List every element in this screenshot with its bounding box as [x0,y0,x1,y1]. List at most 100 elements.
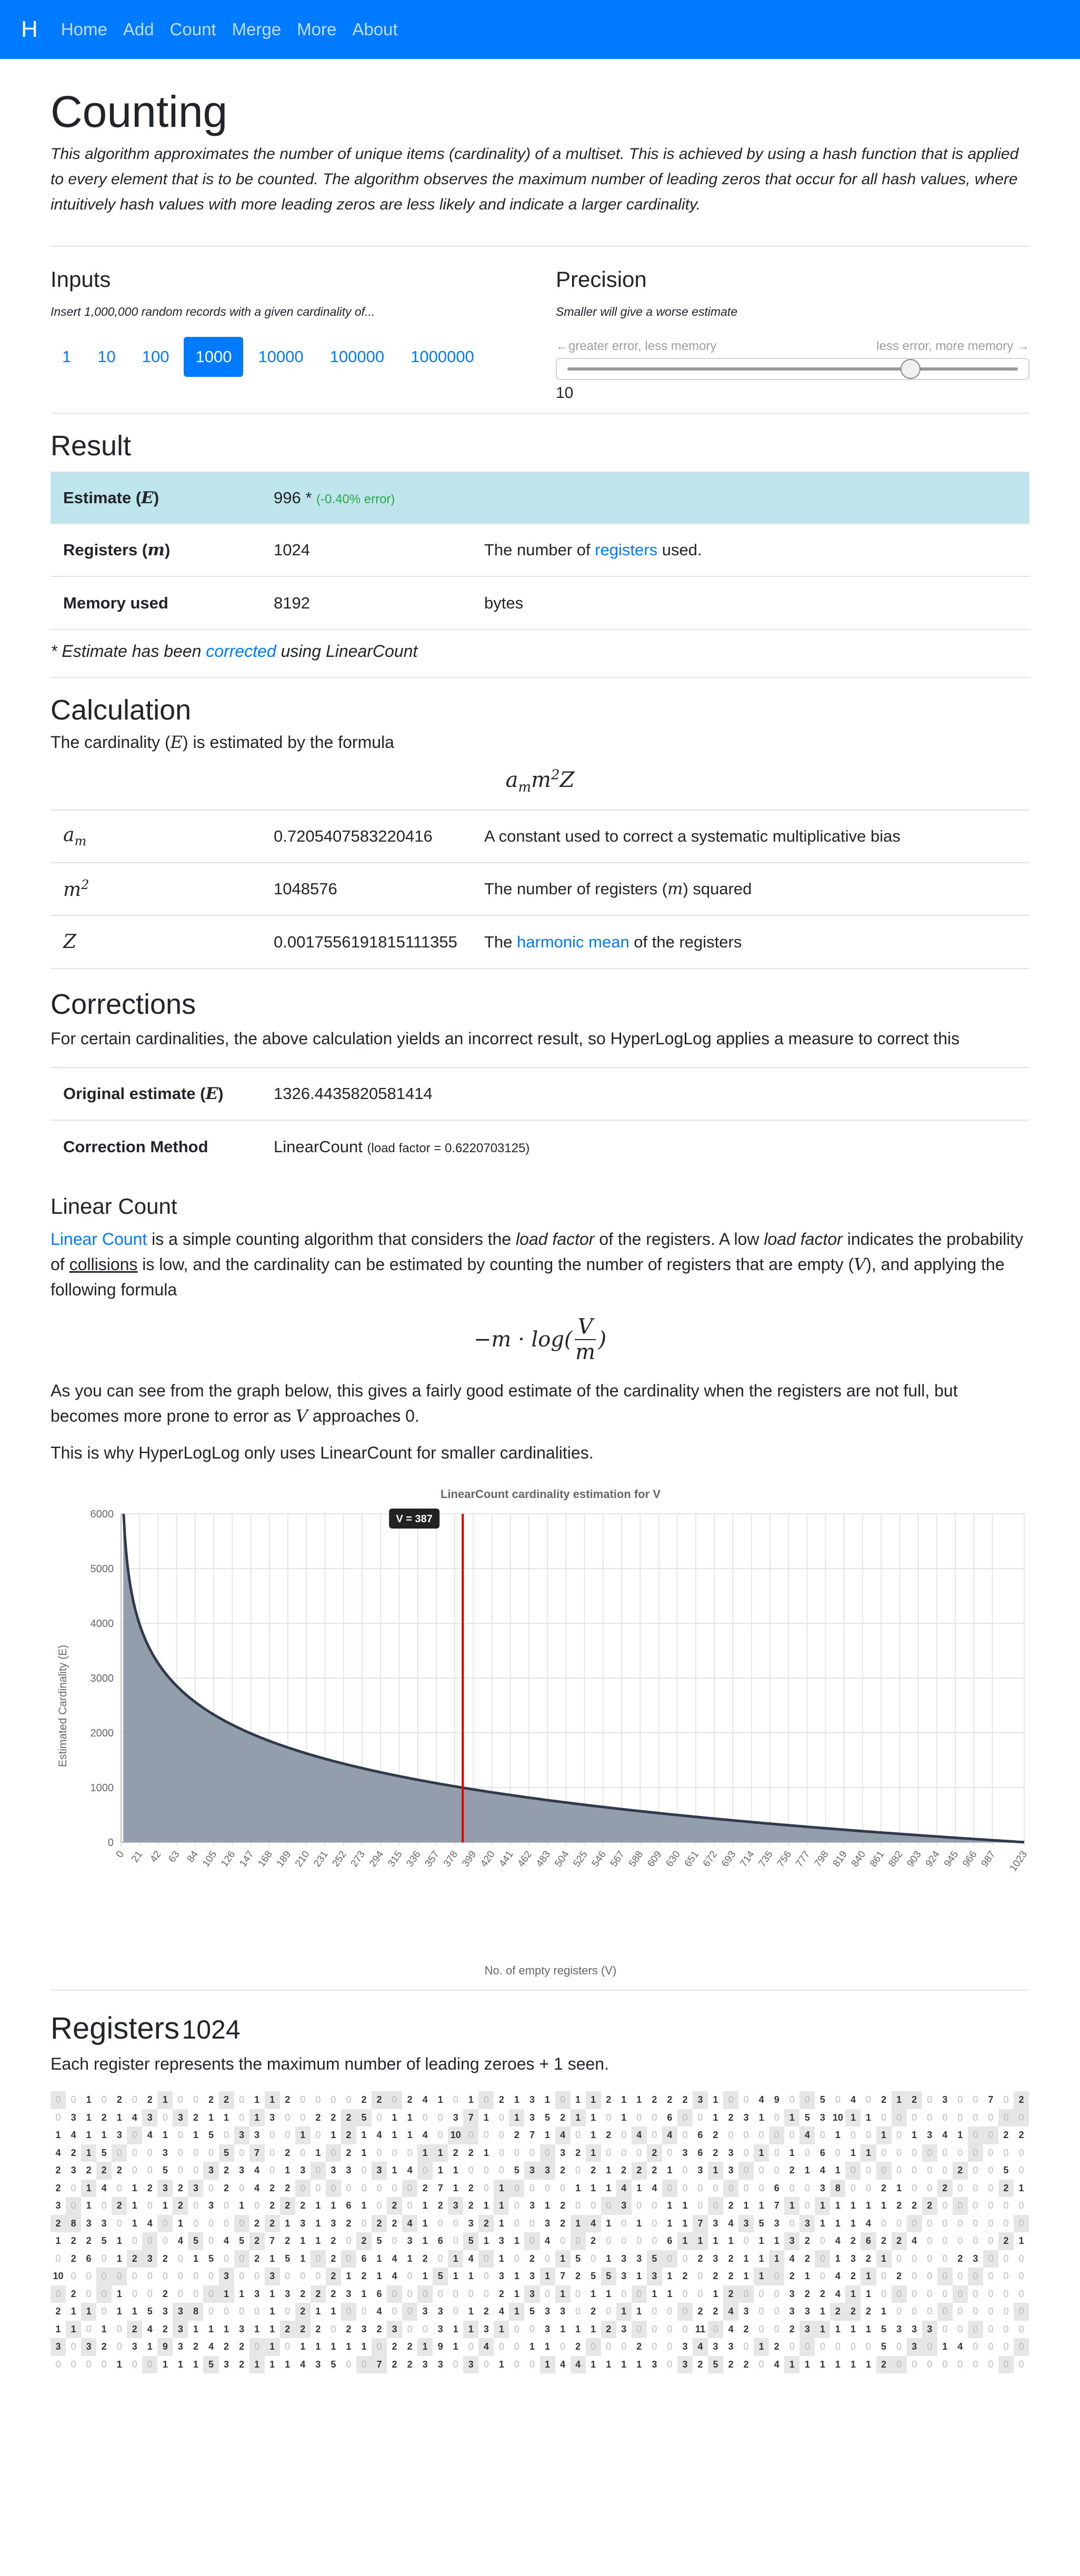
register-cell: 0 [799,2338,815,2356]
register-cell: 0 [71,2271,76,2281]
x-tick-label: 420 [478,1849,497,1869]
register-cell: 0 [988,2341,994,2352]
register-cell: 0 [116,2323,122,2334]
original-estimate-label: Original estimate (E) [51,1067,261,1120]
register-cell: 0 [239,2182,245,2193]
nav-count[interactable]: Count [169,19,216,39]
x-tick-label: 903 [905,1849,923,1869]
register-cell: 2 [162,2253,168,2264]
register-cell: 3 [208,2200,214,2211]
slider-thumb[interactable] [900,359,921,379]
register-cell: 0 [193,2218,198,2229]
register-cell: 1 [606,2359,612,2370]
register-cell: 2 [575,2341,581,2352]
register-cell: 0 [361,2165,367,2175]
linear-count-link[interactable]: Linear Count [51,1230,147,1249]
register-cell: 3 [361,2323,367,2334]
x-tick-label: 840 [849,1849,868,1869]
register-cell: 0 [570,2232,586,2250]
register-cell: 0 [341,2303,356,2321]
register-cell: 1 [116,2112,122,2123]
register-cell: 2 [331,2288,336,2299]
x-tick-label: 231 [312,1849,330,1869]
register-cell: 3 [682,2147,688,2158]
cardinality-option-1000000[interactable]: 1000000 [411,347,474,366]
register-cell: 1 [667,2288,673,2299]
register-cell: 2 [560,2200,566,2211]
register-cell: 1 [545,2130,551,2140]
register-cell: 0 [224,2306,229,2317]
register-cell: 1 [162,2359,168,2370]
register-cell: 4 [652,2182,657,2193]
register-cell: 1 [636,2182,642,2193]
x-tick-label: 756 [775,1849,794,1869]
register-cell: 0 [417,2285,433,2303]
register-cell: 1 [392,2112,397,2123]
memory-unit: bytes [472,576,1029,629]
register-cell: 2 [315,2323,321,2334]
register-cell: 2 [392,2359,397,2370]
register-cell: 2 [239,2359,245,2370]
register-cell: 2 [55,2306,61,2317]
cardinality-option-10000[interactable]: 10000 [258,347,304,366]
brand-logo[interactable]: H [21,16,38,42]
corrected-link[interactable]: corrected [206,642,276,661]
cardinality-option-1000[interactable]: 1000 [184,337,244,377]
register-cell: 1 [269,2323,275,2334]
collisions-link[interactable]: collisions [69,1255,138,1274]
register-cell: 4 [692,2338,708,2356]
register-cell: 0 [387,2285,403,2303]
cardinality-option-10[interactable]: 10 [97,347,116,366]
register-cell: 3 [692,2091,708,2109]
register-cell: 0 [697,2200,703,2211]
register-cell: 6 [361,2253,367,2264]
register-cell: 2 [71,2147,76,2158]
register-cell: 2 [224,2165,229,2175]
nav-add[interactable]: Add [123,19,154,39]
nav-merge[interactable]: Merge [232,19,282,39]
register-cell: 0 [193,2288,198,2299]
register-cell: 2 [224,2182,229,2193]
register-cell: 2 [147,2182,153,2193]
x-tick-label: 42 [148,1849,163,1864]
register-cell: 0 [483,2130,489,2140]
register-cell: 3 [254,2130,260,2140]
register-cell: 3 [224,2359,229,2370]
register-cell: 2 [285,2182,291,2193]
nav-home[interactable]: Home [61,19,107,39]
register-cell: 1 [514,2288,519,2299]
nav-about[interactable]: About [352,19,398,39]
register-cell: 7 [692,2214,708,2232]
register-cell: 0 [1018,2165,1024,2175]
x-tick-label: 987 [979,1849,997,1869]
register-cell: 2 [392,2218,397,2229]
register-cell: 2 [422,2182,428,2193]
harmonic-mean-link[interactable]: harmonic mean [517,932,629,951]
cardinality-option-1[interactable]: 1 [62,347,72,366]
register-cell: 0 [774,2112,779,2123]
register-cell: 0 [101,2200,107,2211]
nav-more[interactable]: More [297,19,337,39]
register-cell: 0 [652,2112,657,2123]
register-cell: 1 [845,2285,861,2303]
register-cell: 2 [371,2214,387,2232]
cardinality-option-100000[interactable]: 100000 [329,347,385,366]
register-cell: 0 [132,2359,137,2370]
register-cell: 4 [774,2359,779,2370]
registers-count: 1024 [182,2015,241,2044]
divider [51,677,1029,678]
registers-link[interactable]: registers [595,541,658,559]
register-cell: 0 [758,2165,764,2175]
register-cell: 0 [193,2094,198,2105]
register-cell: 2 [891,2232,907,2250]
register-cell: 0 [912,2288,917,2299]
precision-slider[interactable] [556,358,1029,380]
register-cell: 1 [636,2218,642,2229]
register-cell: 2 [850,2235,856,2246]
precision-section: Precision Smaller will give a worse esti… [540,267,1029,402]
cardinality-option-100[interactable]: 100 [142,347,169,366]
register-cell: 2 [866,2253,872,2264]
register-cell: 7 [249,2144,265,2162]
register-cell: 1 [417,2144,433,2162]
